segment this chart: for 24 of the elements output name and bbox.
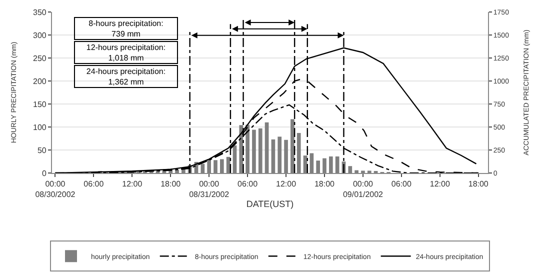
x-tick-label: 06:00 [238, 180, 258, 189]
x-tick-label: 00:00 08/30/2002 [35, 180, 76, 199]
y-tick-label: 100 [33, 122, 47, 132]
y-tick-label: 250 [33, 54, 47, 63]
y-tick-label: 300 [33, 30, 47, 40]
x-tick-label: 18:00 [468, 180, 489, 189]
x-tick-label: 12:00 [122, 180, 143, 189]
x-tick-label: 18:00 [160, 180, 182, 189]
x-tick-label: 06:00 [84, 180, 104, 189]
x-tick-label: 00:00 09/01/2002 [342, 180, 384, 199]
y-tick-label: 200 [33, 76, 47, 86]
x-tick-label: 12:00 [276, 180, 297, 189]
y-tick-label: 350 [33, 8, 47, 17]
x-tick-label: 12:00 [430, 180, 450, 189]
y-tick-label: 50 [37, 146, 47, 155]
y-tick-label: 0 [42, 168, 47, 178]
x-axis-title: DATE(UST) [246, 198, 294, 209]
annotation: 8-hours precipitation: 739 mm [88, 19, 164, 38]
annotation: 24-hours precipitation: 1,362 mm [86, 67, 166, 86]
x-tick-label: 06:00 [391, 180, 412, 189]
x-tick-label: 00:00 08/31/2002 [189, 180, 230, 199]
x-tick-label: 18:00 [314, 180, 336, 189]
y-tick-label: 150 [33, 100, 47, 109]
annotation: 12-hours precipitation: 1,018 mm [86, 43, 166, 62]
